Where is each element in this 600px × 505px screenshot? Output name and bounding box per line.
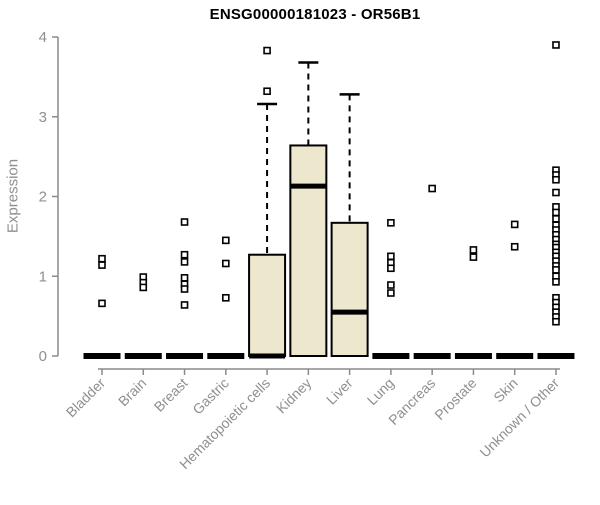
y-tick-label: 0 <box>39 348 47 365</box>
outlier-point <box>180 218 189 226</box>
outlier-point <box>552 317 560 326</box>
x-category-label: Kidney <box>273 375 315 417</box>
outlier-point <box>552 208 560 217</box>
outlier-point <box>98 299 106 308</box>
x-category-label: Lung <box>364 375 397 408</box>
outlier-point <box>387 289 395 297</box>
x-category-label: Bladder <box>63 375 109 421</box>
y-tick-label: 4 <box>39 29 47 46</box>
outlier-point <box>98 254 106 263</box>
outlier-point <box>469 246 478 254</box>
x-category-label: Breast <box>151 375 191 415</box>
outlier-point <box>510 220 519 229</box>
y-tick-label: 2 <box>39 189 47 206</box>
x-category-label: Prostate <box>431 375 479 423</box>
outlier-point <box>387 219 395 227</box>
outlier-point <box>387 281 395 289</box>
outlier-point <box>222 259 230 268</box>
outlier-point <box>387 252 395 261</box>
outlier-point <box>552 188 560 197</box>
outlier-point <box>552 215 560 223</box>
x-category-label: Liver <box>323 375 356 408</box>
outlier-point <box>180 274 189 282</box>
outlier-point <box>469 253 478 261</box>
outlier-point <box>222 293 230 302</box>
outlier-point <box>180 301 189 309</box>
outlier-point <box>552 266 560 274</box>
box-iqr <box>330 221 369 357</box>
x-category-label: Skin <box>490 375 521 406</box>
outlier-point <box>139 283 148 292</box>
outlier-point <box>180 250 189 259</box>
y-axis-label: Expression <box>4 158 22 234</box>
box-iqr <box>289 144 328 357</box>
outlier-point <box>552 175 560 184</box>
outlier-point <box>552 41 560 49</box>
outlier-point <box>222 236 230 245</box>
outlier-point <box>387 264 395 273</box>
outlier-point <box>180 258 189 266</box>
box-iqr <box>248 253 287 357</box>
outlier-point <box>510 242 519 251</box>
outlier-point <box>428 184 436 193</box>
outlier-point <box>180 285 189 293</box>
y-tick-label: 3 <box>39 109 47 126</box>
outlier-point <box>263 46 271 55</box>
outlier-point <box>552 278 560 286</box>
chart-title: ENSG00000181023 - OR56B1 <box>209 6 421 23</box>
outlier-point <box>98 261 106 269</box>
outlier-point <box>263 87 271 96</box>
y-tick-label: 1 <box>39 268 47 285</box>
x-category-label: Brain <box>115 375 149 409</box>
